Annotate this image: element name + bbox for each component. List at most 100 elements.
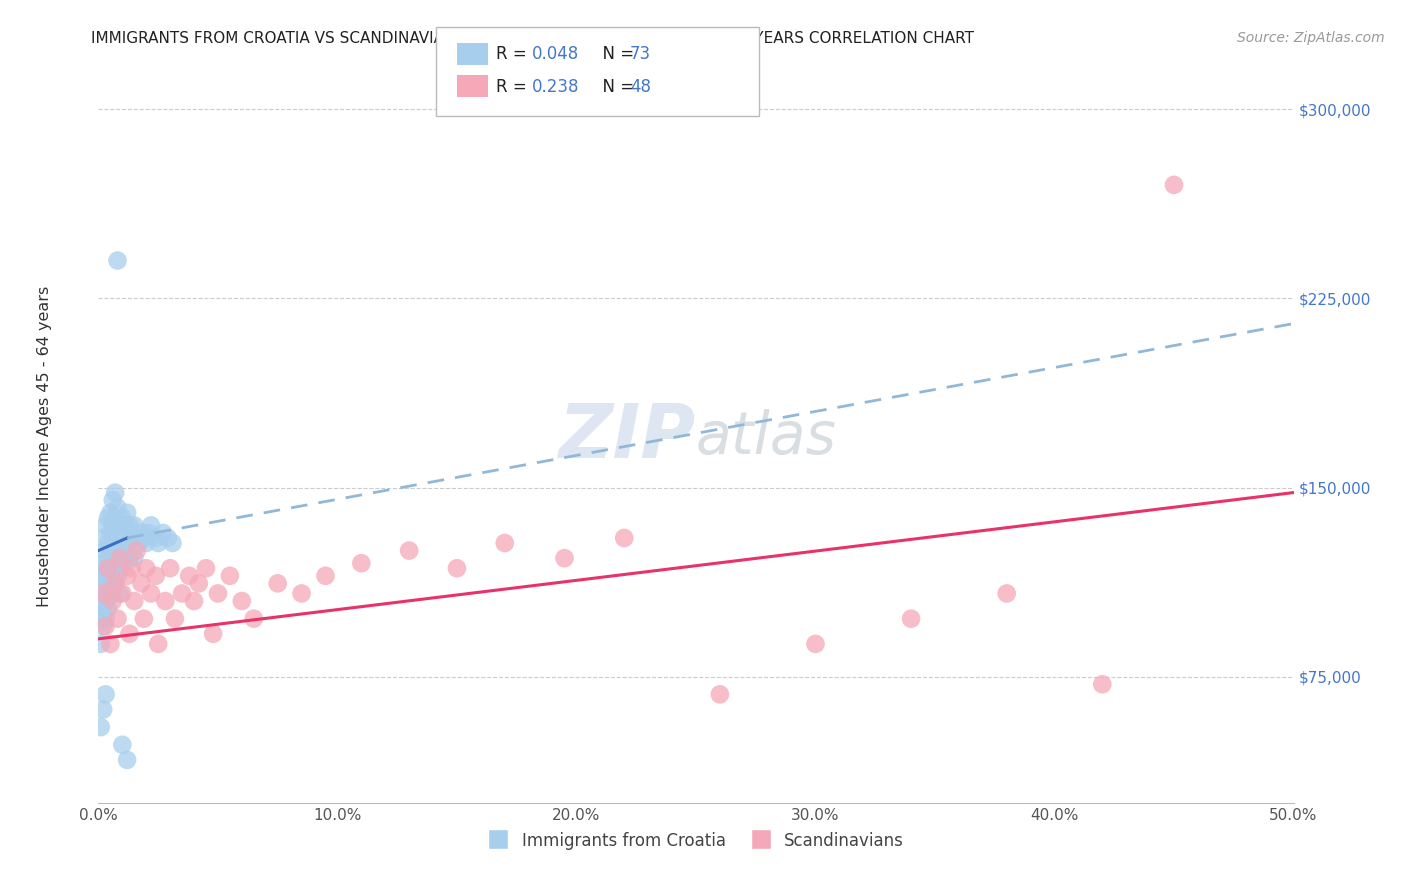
Point <box>107 518 129 533</box>
Point <box>108 586 131 600</box>
Point <box>900 612 922 626</box>
Point <box>104 485 127 500</box>
Point <box>94 612 117 626</box>
Point <box>104 576 127 591</box>
Text: N =: N = <box>592 78 640 95</box>
Text: R =: R = <box>496 45 533 63</box>
Point <box>231 594 253 608</box>
Point <box>118 627 141 641</box>
Point <box>115 753 138 767</box>
Point <box>114 551 136 566</box>
Point <box>90 637 112 651</box>
Point <box>115 569 138 583</box>
Point <box>135 561 157 575</box>
Point <box>202 627 225 641</box>
Point <box>104 551 127 566</box>
Point <box>195 561 218 575</box>
Point <box>94 543 117 558</box>
Text: ZIP: ZIP <box>558 401 696 474</box>
Point <box>101 536 124 550</box>
Point <box>94 619 117 633</box>
Point <box>107 612 129 626</box>
Point <box>267 576 290 591</box>
Point <box>145 569 167 583</box>
Point <box>101 518 124 533</box>
Point <box>97 561 120 575</box>
Text: Source: ZipAtlas.com: Source: ZipAtlas.com <box>1237 31 1385 45</box>
Point <box>91 619 114 633</box>
Point <box>139 586 162 600</box>
Point <box>94 582 117 596</box>
Point <box>111 561 134 575</box>
Point <box>219 569 242 583</box>
Point <box>804 637 827 651</box>
Point <box>98 543 122 558</box>
Point <box>91 607 114 621</box>
Point <box>162 536 184 550</box>
Point <box>111 536 134 550</box>
Point <box>98 576 122 591</box>
Point <box>131 576 153 591</box>
Point <box>111 510 134 524</box>
Point <box>398 543 420 558</box>
Text: 0.238: 0.238 <box>531 78 579 95</box>
Point <box>90 594 112 608</box>
Point <box>159 561 181 575</box>
Point <box>98 561 122 575</box>
Point <box>554 551 576 566</box>
Point <box>135 536 157 550</box>
Point <box>91 586 114 600</box>
Point <box>155 594 177 608</box>
Point <box>152 525 174 540</box>
Point <box>124 518 146 533</box>
Point <box>125 531 148 545</box>
Point <box>94 561 117 575</box>
Point <box>1163 178 1185 192</box>
Point <box>446 561 468 575</box>
Point <box>163 612 186 626</box>
Point <box>97 551 120 566</box>
Point <box>97 510 120 524</box>
Point <box>132 612 155 626</box>
Point <box>98 506 122 520</box>
Point <box>494 536 516 550</box>
Text: 73: 73 <box>630 45 651 63</box>
Point <box>125 543 148 558</box>
Point <box>145 531 167 545</box>
Point <box>97 536 120 550</box>
Point <box>121 531 143 545</box>
Point <box>1091 677 1114 691</box>
Point <box>131 525 153 540</box>
Text: atlas: atlas <box>696 409 837 466</box>
Point <box>101 493 124 508</box>
Point <box>183 594 205 608</box>
Point <box>124 594 146 608</box>
Point <box>108 556 131 570</box>
Point <box>179 569 201 583</box>
Point <box>995 586 1018 600</box>
Point <box>101 556 124 570</box>
Point <box>114 518 136 533</box>
Point <box>124 551 146 566</box>
Point <box>132 531 155 545</box>
Point <box>90 569 112 583</box>
Point <box>94 518 117 533</box>
Point <box>91 569 114 583</box>
Point <box>138 525 160 540</box>
Point <box>128 536 150 550</box>
Point <box>107 543 129 558</box>
Point <box>108 551 131 566</box>
Point <box>101 586 124 600</box>
Point <box>121 561 143 575</box>
Point <box>139 518 162 533</box>
Point <box>98 586 122 600</box>
Point <box>207 586 229 600</box>
Point <box>91 556 114 570</box>
Point <box>148 637 170 651</box>
Point <box>291 586 314 600</box>
Point <box>108 525 131 540</box>
Point <box>107 500 129 515</box>
Point <box>104 576 127 591</box>
Point <box>115 506 138 520</box>
Point <box>101 594 124 608</box>
